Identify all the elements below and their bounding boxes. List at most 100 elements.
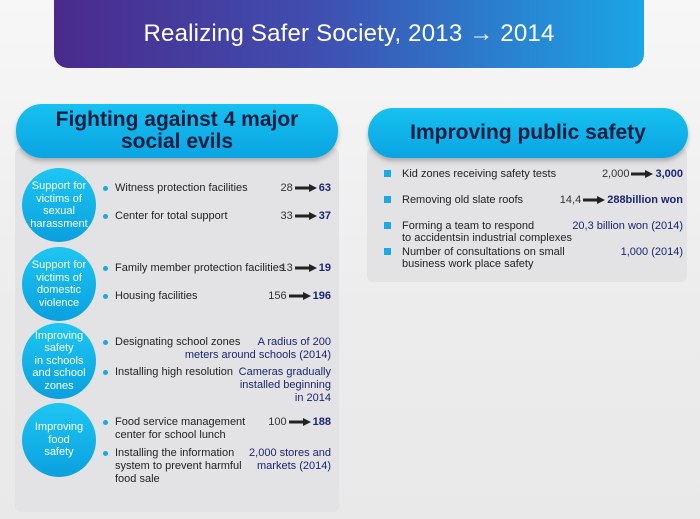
- item-text: Installing high resolution: [115, 366, 234, 378]
- list-item: Forming a team to respond to accidentsin…: [402, 220, 572, 244]
- item-text: Designating school zones: [115, 336, 241, 348]
- arrow-right-icon: [295, 212, 317, 220]
- value-from: 156: [268, 290, 287, 302]
- note-line: 20,3 billion won (2014): [572, 220, 683, 232]
- value-to: 288billion won: [607, 194, 683, 206]
- item-text: business work place safety: [402, 258, 534, 270]
- page-title: Realizing Safer Society, 2013 → 2014: [143, 20, 555, 47]
- group-label-line: violence: [38, 296, 80, 309]
- list-item: Removing old slate roofs: [402, 194, 523, 206]
- list-item: Family member protection facilities: [103, 262, 284, 275]
- group-label-sexual-harassment: Support for victims of sexual harassment: [22, 168, 96, 242]
- item-text: Removing old slate roofs: [402, 194, 524, 206]
- item-text: Number of consultations on small: [402, 246, 565, 258]
- list-item: Designating school zones: [103, 336, 240, 349]
- social-evils-heading: Fighting against 4 major social evils: [16, 104, 338, 158]
- group-label-line: harassment: [30, 217, 88, 230]
- note-line: 1,000 (2014): [620, 246, 683, 258]
- item-value: 13 19: [281, 262, 332, 275]
- group-label-line: Improving: [34, 329, 84, 342]
- list-item: Witness protection facilities: [103, 182, 248, 195]
- list-item: Kid zones receiving safety tests: [402, 168, 556, 180]
- value-from: 2,000: [601, 168, 630, 180]
- value-to: 188: [312, 416, 331, 428]
- group-label-line: sexual: [43, 205, 75, 217]
- list-item: Housing facilities: [103, 290, 198, 303]
- group-label-line: victims of: [36, 271, 82, 284]
- item-text: Food service management: [115, 416, 246, 428]
- value-from: 33: [280, 210, 293, 222]
- group-label-food-safety: Improving food safety: [22, 403, 96, 477]
- list-item: Installing the information system to pre…: [103, 447, 242, 486]
- item-note: 1,000 (2014): [621, 246, 683, 259]
- note-line: Cameras gradually: [238, 366, 331, 378]
- item-note: Cameras gradually installed beginning in…: [239, 366, 331, 405]
- group-label-line: in schools: [34, 354, 84, 367]
- group-label-school-safety: Improving safety in schools and school z…: [22, 323, 96, 399]
- group-label-line: domestic: [36, 284, 81, 296]
- square-bullet-icon: [384, 170, 391, 177]
- list-item: Installing high resolution: [103, 366, 233, 379]
- note-line: A radius of 200: [257, 336, 331, 348]
- square-bullet-icon: [384, 248, 391, 255]
- group-label-line: Support for: [31, 259, 87, 271]
- arrow-right-icon: [289, 418, 311, 426]
- group-label-line: victims of: [36, 192, 82, 205]
- item-note: 2,000 stores and markets (2014): [249, 447, 331, 473]
- group-label-domestic-violence: Support for victims of domestic violence: [22, 247, 96, 321]
- value-to: 63: [318, 182, 331, 194]
- item-value: 33 37: [281, 210, 332, 223]
- note-line: 2,000 stores and: [249, 447, 331, 459]
- item-value: 28 63: [281, 182, 332, 195]
- item-note: 20,3 billion won (2014): [572, 220, 683, 233]
- list-item: Food service management center for schoo…: [103, 416, 245, 442]
- item-text: center for school lunch: [115, 429, 226, 441]
- value-to: 37: [318, 210, 331, 222]
- note-line: meters around schools (2014): [184, 349, 331, 361]
- group-label-line: zones: [44, 379, 74, 392]
- group-label-line: and school: [32, 367, 86, 380]
- item-text: to accidentsin industrial complexes: [402, 232, 572, 244]
- social-evils-heading-line1: Fighting against 4 major: [55, 108, 299, 131]
- list-item: Center for total support: [103, 210, 228, 223]
- item-value: 2,000 3,000: [602, 168, 683, 181]
- value-from: 100: [268, 416, 287, 428]
- item-note: A radius of 200 meters around schools (2…: [185, 336, 331, 362]
- group-label-line: safety: [44, 342, 74, 355]
- item-text: Forming a team to respond: [402, 220, 535, 232]
- value-from: 14,4: [559, 194, 582, 206]
- group-label-line: Support for: [31, 180, 87, 192]
- value-to: 3,000: [655, 168, 683, 180]
- group-label-line: food: [48, 433, 70, 446]
- item-value: 100 188: [268, 416, 331, 429]
- value-from: 28: [280, 182, 293, 194]
- note-line: markets (2014): [257, 460, 331, 472]
- note-line: in 2014: [294, 392, 331, 404]
- item-value: 14,4 288billion won: [560, 194, 683, 207]
- arrow-right-icon: [583, 196, 605, 204]
- public-safety-heading: Improving public safety: [368, 108, 688, 158]
- item-text: Family member protection facilities: [115, 262, 285, 274]
- square-bullet-icon: [384, 222, 391, 229]
- item-text: Kid zones receiving safety tests: [402, 168, 557, 180]
- arrow-right-icon: [295, 184, 317, 192]
- square-bullet-icon: [384, 196, 391, 203]
- group-label-line: safety: [44, 446, 74, 459]
- public-safety-heading-text: Improving public safety: [410, 121, 646, 144]
- list-item: Number of consultations on small busines…: [402, 246, 565, 270]
- item-text: system to prevent harmful: [115, 460, 242, 472]
- item-value: 156 196: [268, 290, 331, 303]
- public-safety-panel: [367, 148, 687, 282]
- arrow-right-icon: [295, 264, 317, 272]
- note-line: installed beginning: [239, 379, 331, 391]
- value-to: 19: [318, 262, 331, 274]
- value-from: 13: [280, 262, 293, 274]
- social-evils-heading-line2: social evils: [120, 130, 234, 153]
- item-text: Installing the information: [115, 447, 235, 459]
- arrow-right-icon: [289, 292, 311, 300]
- item-text: Center for total support: [115, 210, 228, 222]
- item-text: Witness protection facilities: [115, 182, 248, 194]
- group-label-line: Improving: [34, 421, 84, 434]
- arrow-right-icon: [631, 170, 653, 178]
- item-text: Housing facilities: [115, 290, 198, 302]
